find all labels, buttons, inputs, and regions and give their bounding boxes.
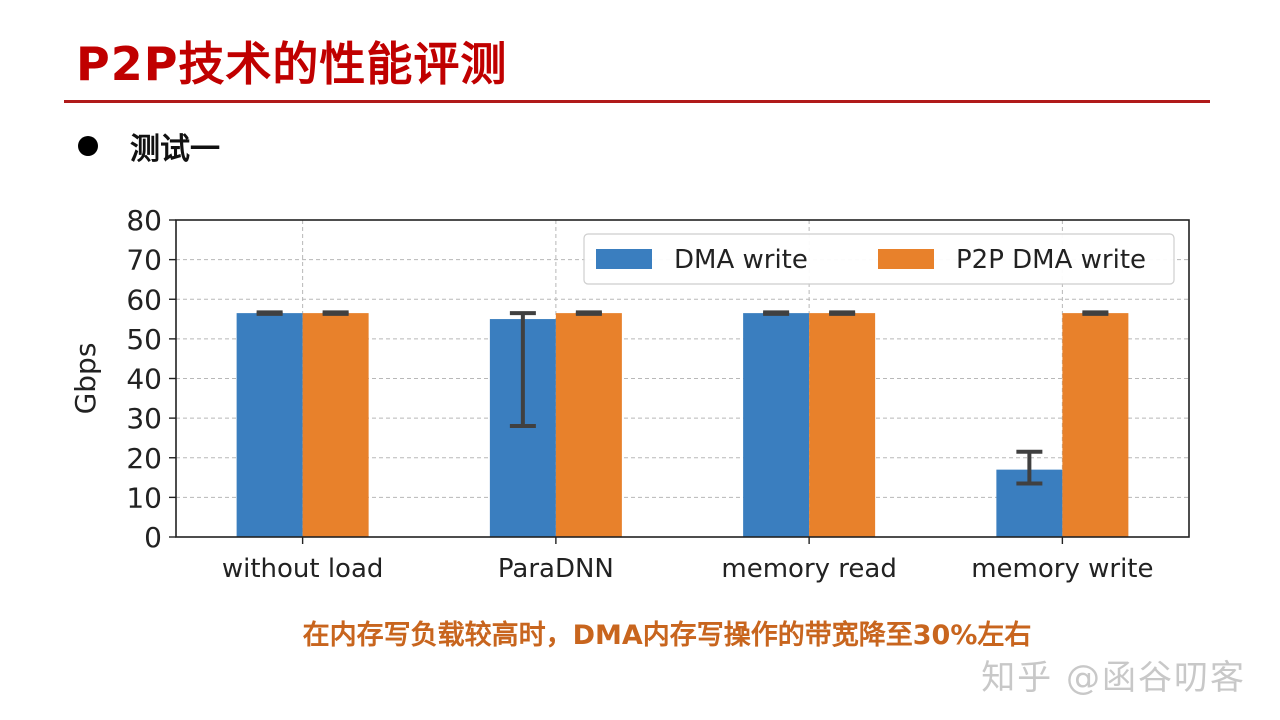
error-bar	[509, 311, 536, 429]
bar-p2p-dma-write	[1062, 313, 1129, 537]
title-divider	[64, 100, 1210, 103]
y-tick-label: 10	[126, 481, 162, 514]
y-tick-label: 50	[126, 323, 162, 356]
y-tick-label: 30	[126, 402, 162, 435]
error-bar	[1016, 449, 1043, 486]
legend-label: DMA write	[674, 245, 808, 275]
legend-label: P2P DMA write	[956, 245, 1146, 275]
x-tick-label: without load	[222, 554, 384, 584]
x-tick-label: memory write	[971, 554, 1153, 584]
watermark: 知乎 @函谷叨客	[981, 658, 1246, 698]
y-tick-label: 20	[126, 442, 162, 475]
legend: DMA write P2P DMA write	[583, 233, 1175, 285]
y-tick-label: 70	[126, 244, 162, 277]
y-tick-label: 60	[126, 283, 162, 316]
y-tick-label: 40	[126, 363, 162, 396]
error-bar	[763, 310, 790, 316]
error-bar	[829, 310, 856, 316]
bullet-item: 测试一	[78, 126, 220, 167]
error-bar	[322, 310, 349, 316]
y-tick-label: 80	[126, 204, 162, 237]
legend-swatch	[596, 249, 652, 269]
bar-dma-write	[743, 313, 810, 537]
bar-p2p-dma-write	[555, 313, 622, 537]
conclusion-text: 在内存写负载较高时，DMA内存写操作的带宽降至30%左右	[302, 620, 1032, 651]
error-bar	[1082, 310, 1109, 316]
y-axis-label: Gbps	[69, 343, 102, 415]
bullet-text: 测试一	[130, 132, 220, 167]
bullet-dot-icon	[78, 136, 98, 156]
error-bar	[575, 310, 602, 316]
x-tick-label: ParaDNN	[498, 554, 614, 584]
slide-title: P2P技术的性能评测	[76, 37, 508, 91]
bar-p2p-dma-write	[302, 313, 369, 537]
error-bar	[256, 310, 283, 316]
legend-swatch	[878, 249, 934, 269]
bar-p2p-dma-write	[809, 313, 876, 537]
bar-dma-write	[236, 313, 303, 537]
x-tick-label: memory read	[721, 554, 896, 584]
y-tick-label: 0	[144, 521, 162, 554]
